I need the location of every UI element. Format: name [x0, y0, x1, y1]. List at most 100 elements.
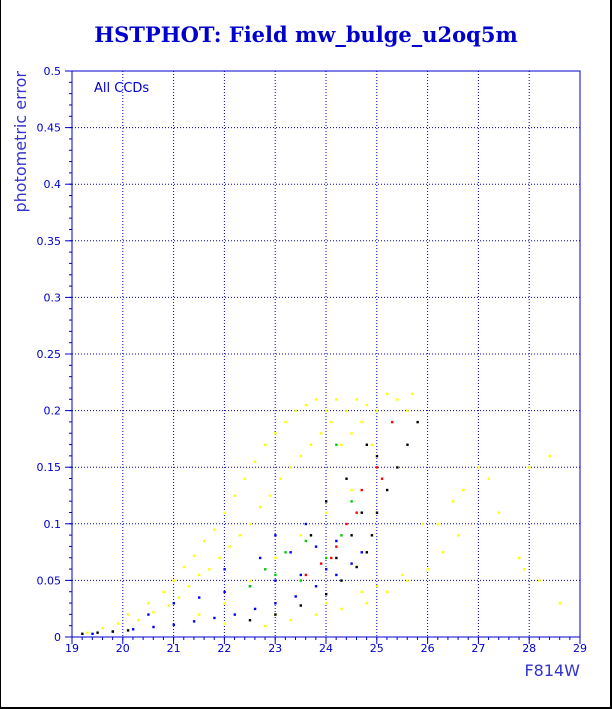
data-point: [208, 568, 211, 571]
data-point: [360, 511, 363, 514]
data-point: [233, 613, 236, 616]
data-point: [218, 556, 221, 560]
data-point: [350, 432, 353, 435]
data-point: [487, 477, 490, 480]
data-point: [375, 585, 379, 588]
data-point: [375, 466, 379, 469]
y-tick-label: 0.25: [37, 348, 62, 361]
data-point: [192, 554, 196, 557]
data-point: [365, 403, 369, 407]
data-point: [375, 511, 379, 514]
data-point: [299, 534, 302, 537]
x-axis-label: F814W: [524, 661, 580, 680]
data-point: [345, 409, 348, 412]
data-point: [335, 398, 338, 401]
data-point: [325, 592, 328, 596]
data-point: [116, 622, 120, 625]
data-point: [248, 522, 252, 526]
data-point: [304, 539, 308, 543]
data-point: [375, 454, 379, 458]
data-point: [319, 562, 323, 565]
data-point: [340, 607, 343, 611]
data-point: [147, 602, 150, 605]
data-point: [289, 551, 292, 554]
x-tick-label: 28: [522, 642, 536, 655]
data-point: [223, 568, 226, 571]
data-point: [264, 443, 267, 446]
data-point: [350, 534, 353, 537]
data-point: [248, 585, 252, 588]
data-point: [172, 623, 175, 626]
data-point: [528, 466, 531, 469]
data-point: [264, 568, 267, 571]
data-point: [253, 460, 257, 463]
data-point: [325, 602, 328, 605]
data-point: [497, 511, 501, 514]
data-point: [213, 528, 216, 531]
data-point: [457, 534, 460, 537]
data-point: [355, 511, 358, 514]
data-point: [187, 585, 191, 588]
data-point: [355, 565, 358, 569]
x-tick-label: 27: [471, 642, 485, 655]
data-point: [340, 443, 343, 446]
data-point: [111, 630, 115, 633]
data-point: [279, 477, 282, 480]
data-point: [462, 488, 465, 492]
data-point: [314, 585, 318, 588]
y-tick-label: 0.3: [44, 291, 62, 304]
data-point: [518, 556, 521, 560]
data-point: [274, 556, 277, 560]
data-point: [370, 534, 374, 537]
data-point: [172, 602, 175, 605]
data-point: [385, 590, 389, 594]
x-tick-label: 26: [421, 642, 435, 655]
data-point: [314, 398, 318, 401]
data-point: [380, 477, 384, 480]
data-point: [365, 551, 369, 554]
data-point: [299, 454, 302, 458]
data-point: [223, 590, 226, 594]
data-point: [198, 613, 201, 616]
data-point: [441, 551, 445, 554]
data-point: [167, 604, 170, 607]
data-point: [248, 619, 252, 622]
data-point: [253, 607, 257, 611]
y-tick-label: 0.05: [37, 574, 62, 587]
data-point: [274, 534, 277, 537]
data-point: [213, 616, 216, 620]
data-point: [396, 466, 399, 469]
data-point: [345, 477, 348, 480]
x-tick-label: 29: [573, 642, 587, 655]
data-point: [162, 590, 165, 594]
data-point: [126, 629, 130, 632]
data-point: [375, 409, 379, 412]
data-point: [203, 539, 206, 543]
data-point: [350, 488, 353, 492]
x-tick-label: 20: [116, 642, 130, 655]
data-point: [274, 579, 277, 582]
data-point: [192, 620, 196, 623]
data-point: [299, 573, 302, 577]
data-point: [436, 522, 440, 526]
data-point: [304, 573, 308, 577]
data-point: [147, 613, 150, 616]
data-point: [264, 624, 267, 628]
data-point: [401, 573, 404, 577]
data-point: [96, 631, 99, 634]
annotation-all-ccds: All CCDs: [94, 81, 149, 96]
data-point: [335, 539, 338, 543]
y-axis-label: photometric error: [11, 71, 30, 213]
data-point: [289, 466, 292, 469]
y-tick-label: 0.5: [44, 65, 62, 78]
data-point: [223, 622, 226, 625]
data-point: [360, 590, 363, 594]
data-point: [406, 443, 409, 446]
chart-title: HSTPHOT: Field mw_bulge_u2oq5m: [94, 22, 518, 47]
data-point: [325, 409, 328, 412]
data-point: [319, 432, 323, 435]
data-point: [416, 420, 419, 424]
data-point: [335, 573, 338, 577]
data-point: [385, 488, 389, 492]
y-tick-label: 0.35: [37, 235, 62, 248]
